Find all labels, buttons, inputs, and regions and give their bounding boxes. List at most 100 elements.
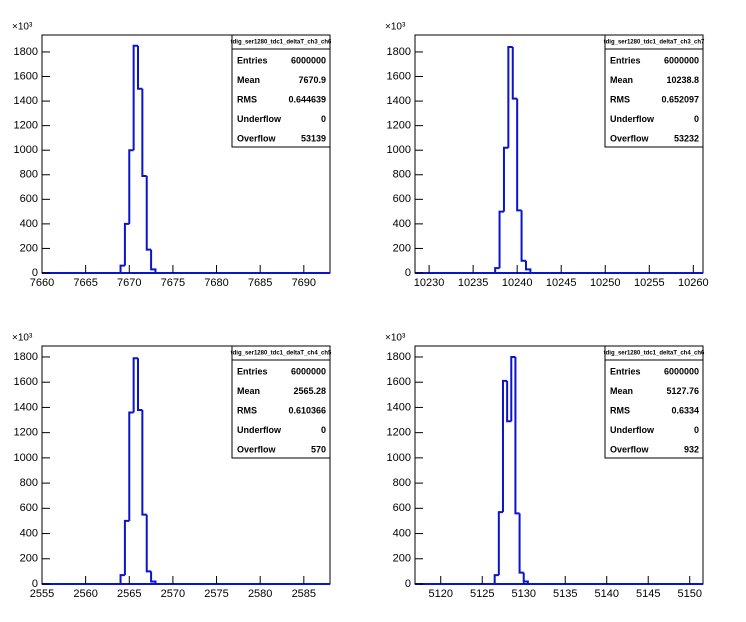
y-tick-label: 1200 — [14, 120, 38, 132]
y-tick-label: 800 — [393, 169, 411, 181]
stats-label: Overflow — [610, 133, 650, 143]
stats-label: RMS — [610, 405, 630, 415]
x-tick-label: 7660 — [30, 277, 54, 289]
histogram-bin — [145, 514, 152, 573]
x-tick-label: 2555 — [30, 588, 54, 600]
histogram-bin — [514, 356, 520, 515]
y-tick-label: 400 — [393, 218, 411, 230]
y-multiplier: ×10³ — [385, 22, 406, 33]
y-tick-label: 400 — [20, 527, 38, 539]
x-tick-label: 7680 — [204, 277, 228, 289]
y-tick-label: 1400 — [387, 401, 411, 413]
y-tick-label: 0 — [405, 578, 411, 590]
y-tick-label: 1600 — [14, 70, 38, 82]
y-tick-label: 800 — [393, 477, 411, 489]
y-tick-label: 200 — [20, 553, 38, 565]
stats-value: 0.6334 — [671, 405, 699, 415]
x-tick-label: 10235 — [458, 277, 489, 289]
stats-value: 10238.8 — [666, 75, 699, 85]
stats-value: 6000000 — [291, 366, 326, 376]
y-tick-label: 1200 — [387, 120, 411, 132]
stats-title: tdig_ser1280_tdc1_deltaT_ch3_ch7 — [604, 40, 705, 46]
x-tick-label: 2560 — [73, 588, 97, 600]
stats-value: 0 — [321, 114, 326, 124]
stats-box — [604, 345, 704, 459]
x-tick-label: 2580 — [248, 588, 272, 600]
histogram-bin — [150, 249, 157, 273]
stats-value: 53232 — [674, 133, 699, 143]
histogram-bin — [498, 210, 504, 269]
stats-value: 570 — [311, 444, 326, 454]
stats-label: Mean — [610, 386, 633, 396]
stats-label: Entries — [237, 366, 268, 376]
x-tick-label: 10255 — [634, 277, 665, 289]
stats-value: 6000000 — [664, 366, 699, 376]
x-tick-label: 5140 — [594, 588, 618, 600]
stats-label: Overflow — [610, 444, 650, 454]
histogram-bin — [137, 45, 143, 90]
histogram-bin — [141, 88, 147, 177]
histogram-bin — [119, 574, 125, 584]
y-tick-label: 1000 — [387, 144, 411, 156]
histogram-bin — [128, 411, 134, 521]
y-tick-label: 600 — [393, 193, 411, 205]
stats-label: Underflow — [610, 114, 655, 124]
histogram-bin — [128, 149, 134, 224]
y-tick-label: 800 — [20, 169, 38, 181]
y-multiplier: ×10³ — [385, 333, 406, 344]
stats-value: 0.610366 — [288, 405, 326, 415]
x-tick-label: 10240 — [502, 277, 533, 289]
y-tick-label: 200 — [20, 242, 38, 254]
stats-value: 2565.28 — [293, 386, 326, 396]
stats-value: 53139 — [301, 133, 326, 143]
y-tick-label: 1000 — [14, 452, 38, 464]
histogram-bin — [524, 260, 532, 273]
y-tick-label: 400 — [20, 218, 38, 230]
x-tick-label: 5150 — [677, 588, 701, 600]
stats-label: RMS — [237, 405, 257, 415]
y-tick-label: 1200 — [387, 427, 411, 439]
histogram-bin — [123, 519, 130, 576]
x-tick-label: 5145 — [636, 588, 660, 600]
y-tick-label: 200 — [393, 242, 411, 254]
histogram-bin — [510, 355, 516, 422]
histogram-bin — [141, 409, 147, 516]
histogram-bin — [516, 98, 522, 212]
histogram-bin — [502, 146, 509, 212]
y-tick-label: 0 — [32, 267, 38, 279]
x-tick-label: 2585 — [292, 588, 316, 600]
y-tick-label: 1600 — [387, 376, 411, 388]
y-tick-label: 600 — [20, 502, 38, 514]
stats-value: 932 — [684, 444, 699, 454]
x-tick-label: 2565 — [117, 588, 141, 600]
y-tick-label: 1400 — [387, 95, 411, 107]
stats-label: Underflow — [237, 114, 282, 124]
x-tick-label: 10230 — [414, 277, 445, 289]
y-tick-label: 1400 — [14, 401, 38, 413]
y-tick-label: 1600 — [387, 70, 411, 82]
stats-label: Underflow — [237, 425, 282, 435]
histogram-bin — [506, 380, 512, 423]
stats-label: Mean — [610, 75, 633, 85]
stats-label: RMS — [237, 94, 257, 104]
stats-value: 0 — [321, 425, 326, 435]
y-tick-label: 1200 — [14, 427, 38, 439]
y-tick-label: 1000 — [14, 144, 38, 156]
y-tick-label: 800 — [20, 477, 38, 489]
x-tick-label: 2575 — [204, 588, 228, 600]
stats-title: tdig_ser1280_tdc1_deltaT_ch4_ch5 — [231, 351, 332, 357]
x-tick-label: 7670 — [117, 277, 141, 289]
stats-value: 0.644639 — [288, 94, 326, 104]
stats-label: Overflow — [237, 444, 277, 454]
x-tick-label: 5125 — [470, 588, 494, 600]
stats-label: Entries — [610, 55, 641, 65]
histogram-bin — [132, 44, 138, 151]
histogram-bin — [494, 267, 500, 273]
stats-box — [231, 34, 331, 148]
stats-label: Overflow — [237, 133, 277, 143]
histogram-bin — [511, 47, 518, 100]
histogram-bin — [518, 513, 524, 574]
x-tick-label: 5135 — [553, 588, 577, 600]
histogram-bin — [493, 574, 499, 584]
